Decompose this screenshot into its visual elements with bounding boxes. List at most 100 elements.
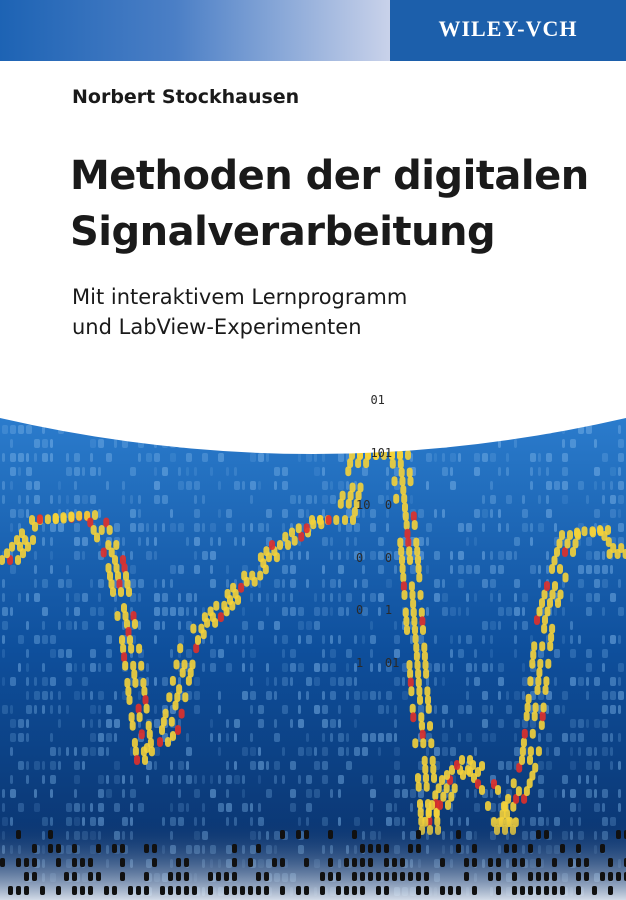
- dark-bit: [352, 858, 357, 867]
- dark-bit: [16, 886, 21, 895]
- bit: [82, 719, 85, 728]
- bit: [618, 705, 621, 714]
- bit: [562, 691, 568, 700]
- wave-bit: [399, 563, 406, 574]
- bit: [434, 635, 437, 644]
- bit: [42, 761, 45, 770]
- wave-bit: [418, 712, 425, 723]
- wave-bit: [557, 564, 563, 574]
- bit: [450, 551, 453, 560]
- bit: [330, 481, 333, 490]
- bit: [602, 719, 608, 728]
- bit: [490, 635, 493, 644]
- wave-bit: [405, 537, 412, 548]
- bit: [602, 747, 608, 756]
- bit: [578, 565, 584, 574]
- bit: [50, 565, 53, 574]
- dark-bit: [24, 858, 29, 867]
- bit: [282, 593, 285, 602]
- wave-bit: [529, 770, 536, 781]
- bit: [386, 705, 389, 714]
- bit: [10, 565, 16, 574]
- wave-bit: [572, 538, 579, 549]
- binary-column: 01 101 10 0 0 0 0 1 1 01: [356, 357, 399, 707]
- bit: [130, 495, 133, 504]
- bit: [482, 551, 485, 560]
- bit: [386, 775, 389, 784]
- dark-bit: [80, 858, 85, 867]
- bit: [394, 621, 397, 630]
- wave-bit: [539, 641, 546, 652]
- bit: [298, 705, 301, 714]
- bit: [474, 453, 480, 462]
- bit: [290, 593, 293, 602]
- wave-bit: [238, 582, 245, 593]
- bit: [530, 453, 536, 462]
- bit: [586, 761, 592, 770]
- bit: [50, 691, 53, 700]
- bit: [58, 691, 61, 700]
- dark-bit: [576, 844, 581, 853]
- wave-bit: [543, 676, 550, 687]
- bit: [202, 803, 205, 812]
- dark-bit: [528, 886, 533, 895]
- bit: [242, 607, 245, 616]
- wave-bit: [415, 781, 422, 792]
- bit: [346, 593, 352, 602]
- bit: [186, 775, 192, 784]
- bit: [130, 747, 133, 756]
- bit: [554, 607, 557, 616]
- wave-bit: [295, 523, 302, 534]
- bit: [522, 691, 525, 700]
- bit: [506, 607, 512, 616]
- bit: [18, 761, 24, 770]
- bit: [74, 467, 80, 476]
- bit: [426, 523, 432, 532]
- bit: [346, 551, 349, 560]
- bit: [58, 705, 61, 714]
- bit: [314, 453, 317, 462]
- wave-bit: [134, 755, 140, 765]
- wave-bit: [406, 546, 413, 557]
- bit: [98, 579, 104, 588]
- wave-bit: [389, 450, 395, 460]
- bit: [410, 565, 416, 574]
- bit: [378, 691, 381, 700]
- bit: [114, 719, 120, 728]
- bit: [138, 509, 141, 518]
- wave-bit: [108, 547, 115, 558]
- bit: [322, 537, 328, 546]
- bit: [498, 467, 501, 476]
- wave-bit: [430, 764, 437, 775]
- bit: [378, 705, 384, 714]
- bit: [194, 775, 197, 784]
- bit: [466, 523, 472, 532]
- bit: [338, 453, 344, 462]
- bit: [66, 747, 69, 756]
- wave-bit: [614, 549, 621, 559]
- bit: [610, 733, 613, 742]
- bit: [282, 677, 288, 686]
- bit: [610, 677, 616, 686]
- bit: [610, 495, 616, 504]
- bit: [210, 719, 213, 728]
- bit: [602, 789, 608, 798]
- bit: [34, 677, 37, 686]
- bit: [498, 719, 504, 728]
- bit: [618, 789, 621, 798]
- wave-bit: [125, 627, 132, 637]
- bit: [74, 747, 77, 756]
- top-bar: [0, 0, 390, 61]
- bit: [338, 733, 344, 742]
- bit: [322, 649, 325, 658]
- dark-bit: [472, 844, 477, 853]
- bit: [210, 775, 213, 784]
- bit: [242, 789, 245, 798]
- bit: [26, 481, 32, 490]
- bit: [522, 621, 528, 630]
- bit: [338, 705, 341, 714]
- dark-bit: [16, 858, 21, 867]
- wave-bit: [123, 571, 129, 581]
- bit: [610, 691, 616, 700]
